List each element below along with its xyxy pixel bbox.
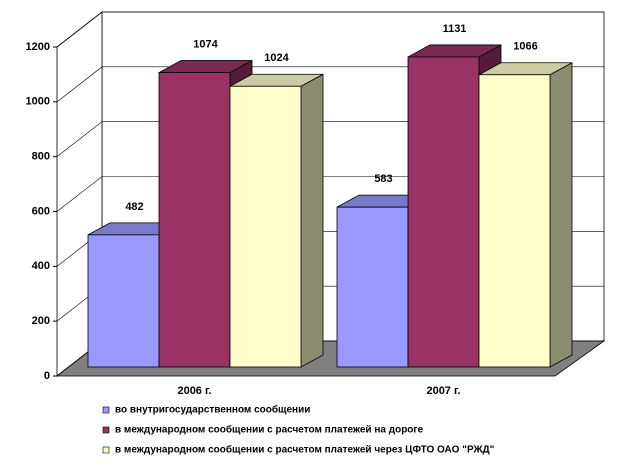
x-tick-label: 2007 г.	[426, 385, 460, 397]
y-tick-label: 200	[32, 315, 50, 327]
legend-swatch	[102, 406, 110, 414]
y-tick-label: 800	[32, 151, 50, 163]
bar	[336, 206, 409, 368]
bar	[407, 56, 480, 368]
y-tick-label: 0	[44, 370, 50, 382]
x-tick-label: 2006 г.	[177, 385, 211, 397]
legend-label: в международном сообщении с расчетом пла…	[115, 424, 424, 436]
legend-swatch	[102, 446, 110, 454]
bar-side	[549, 62, 573, 368]
bar	[478, 74, 551, 368]
legend-swatch	[102, 426, 110, 434]
bar	[87, 234, 160, 368]
value-label: 1066	[513, 41, 537, 53]
grid-line	[56, 11, 604, 48]
y-tick-label: 400	[32, 260, 50, 272]
bar	[229, 85, 302, 368]
bar	[158, 72, 231, 368]
legend: во внутригосударственном сообщении в межд…	[102, 404, 495, 456]
bar-side	[300, 73, 324, 368]
value-label: 583	[374, 173, 392, 185]
value-label: 1024	[264, 52, 289, 64]
y-tick-label: 1000	[26, 96, 50, 108]
legend-label: во внутригосударственном сообщении	[115, 404, 310, 416]
value-label: 1131	[443, 23, 467, 35]
y-tick-label: 600	[32, 205, 50, 217]
y-tick-label: 1200	[26, 41, 50, 53]
value-label: 482	[125, 201, 143, 213]
value-label: 1074	[193, 38, 218, 50]
legend-label: в международном сообщении с расчетом пла…	[115, 444, 495, 456]
